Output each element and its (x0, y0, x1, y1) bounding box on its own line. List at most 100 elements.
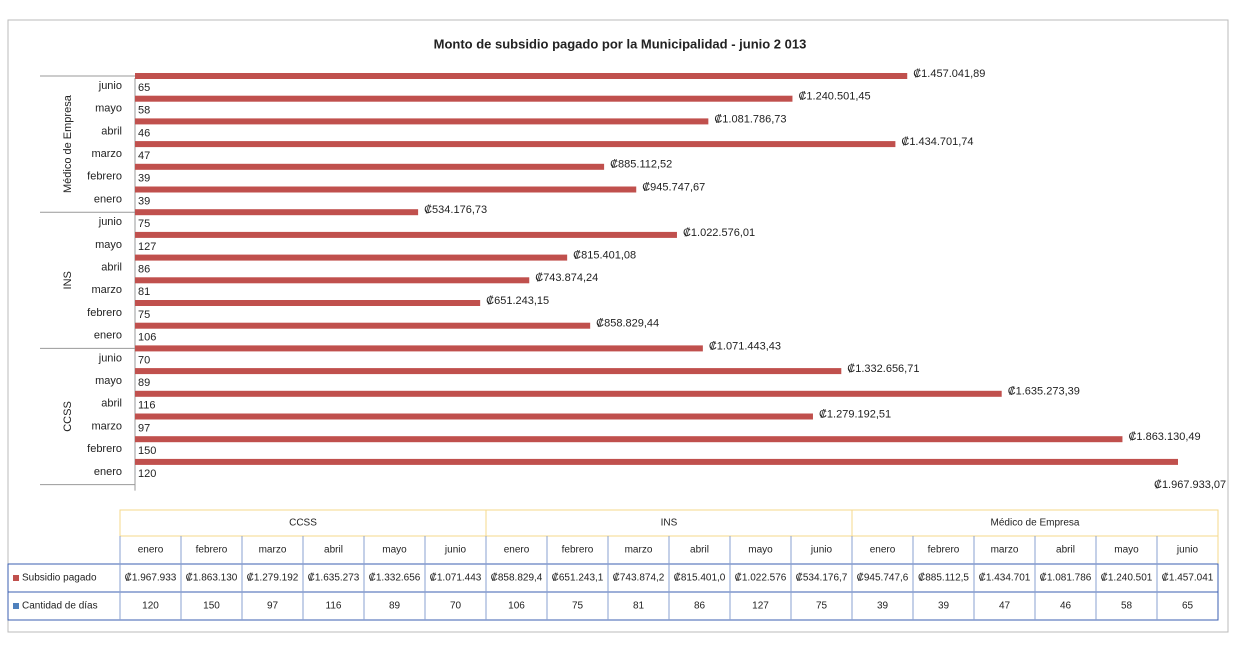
value-label: ₡651.243,15 (486, 295, 549, 307)
value-label: ₡1.332.656,71 (847, 363, 919, 375)
table-cell: ₡815.401,0 (674, 572, 726, 584)
category-label: enero (94, 193, 122, 205)
table-month: febrero (562, 545, 594, 556)
bar (135, 368, 842, 375)
value-label: 65 (138, 82, 150, 94)
category-label: abril (101, 125, 122, 137)
bar (135, 458, 1178, 465)
table-cell: ₡1.279.192 (247, 572, 299, 584)
category-label: enero (94, 330, 122, 342)
bar (135, 95, 793, 102)
table-cell: ₡1.967.933 (125, 572, 177, 584)
table-cell: 46 (1060, 601, 1072, 612)
table-cell: 97 (267, 601, 279, 612)
table-cell: ₡858.829,4 (491, 572, 543, 584)
value-label: ₡1.863.130,49 (1128, 431, 1200, 443)
table-month: febrero (928, 545, 960, 556)
table-group: INS (661, 518, 678, 529)
table-cell: 70 (450, 601, 462, 612)
table-cell: ₡743.874,2 (613, 572, 665, 584)
bar (135, 141, 896, 148)
table-cell: 150 (203, 601, 220, 612)
bar (135, 118, 709, 125)
table-cell: ₡1.635.273 (308, 572, 360, 584)
bar (135, 73, 908, 79)
table-cell: 89 (389, 601, 401, 612)
table-month: mayo (748, 545, 773, 556)
legend-key (13, 603, 19, 609)
table-cell: ₡651.243,1 (552, 572, 604, 584)
table-cell: ₡1.071.443 (430, 572, 482, 584)
table-cell: ₡1.434.701 (979, 572, 1031, 584)
table-cell: 116 (326, 601, 342, 612)
group-label: Médico de Empresa (62, 94, 74, 193)
value-label: ₡858.829,44 (596, 318, 659, 330)
table-group: CCSS (289, 518, 317, 529)
category-label: mayo (95, 103, 122, 115)
category-label: marzo (91, 148, 122, 160)
table-month: enero (138, 545, 164, 556)
value-label: ₡1.022.576,01 (683, 227, 755, 239)
table-month: marzo (259, 545, 287, 556)
bar (135, 390, 1002, 397)
table-cell: 65 (1182, 601, 1194, 612)
table-month: enero (870, 545, 896, 556)
legend-label: Subsidio pagado (22, 573, 97, 584)
category-label: enero (94, 466, 122, 478)
table-cell: 75 (572, 601, 584, 612)
group-label: CCSS (62, 401, 74, 432)
value-label: 81 (138, 286, 150, 298)
category-label: junio (98, 216, 122, 228)
table-cell: 86 (694, 601, 706, 612)
value-label: 75 (138, 218, 150, 230)
value-label: ₡1.071.443,43 (709, 340, 781, 352)
legend-label: Cantidad de días (22, 601, 98, 612)
table-month: marzo (625, 545, 653, 556)
table-cell: 120 (142, 601, 159, 612)
value-label: 39 (138, 173, 150, 185)
value-label: ₡1.635.273,39 (1008, 386, 1080, 398)
bar (135, 413, 813, 420)
category-label: febrero (87, 307, 122, 319)
table-cell: 47 (999, 601, 1011, 612)
table-month: junio (1176, 545, 1199, 556)
category-label: junio (98, 352, 122, 364)
value-label: ₡1.240.501,45 (798, 91, 870, 103)
table-cell: 106 (508, 601, 525, 612)
category-label: abril (101, 262, 122, 274)
value-label: ₡743.874,24 (535, 272, 598, 284)
value-label: 116 (138, 400, 156, 412)
value-label: ₡885.112,52 (610, 159, 672, 171)
category-label: marzo (91, 284, 122, 296)
value-label: 47 (138, 150, 150, 162)
bar (135, 345, 703, 352)
table-cell: 39 (877, 601, 889, 612)
table-month: mayo (382, 545, 407, 556)
category-label: mayo (95, 239, 122, 251)
table-cell: ₡945.747,6 (857, 572, 909, 584)
table-month: abril (690, 545, 709, 556)
value-label: ₡1.081.786,73 (714, 113, 786, 125)
bar (135, 436, 1123, 443)
table-cell: ₡534.176,7 (796, 572, 848, 584)
value-label: ₡1.434.701,74 (901, 136, 973, 148)
value-label: 70 (138, 354, 150, 366)
table-month: enero (504, 545, 530, 556)
chart-title: Monto de subsidio pagado por la Municipa… (434, 36, 807, 51)
value-label: ₡815.401,08 (573, 250, 636, 262)
bar (135, 163, 605, 170)
table-month: junio (810, 545, 833, 556)
table-cell: 39 (938, 601, 950, 612)
bar (135, 300, 481, 306)
category-label: abril (101, 398, 122, 410)
value-label: 39 (138, 195, 150, 207)
table-cell: ₡1.081.786 (1040, 572, 1092, 584)
value-label: ₡1.457.041,89 (913, 68, 985, 80)
category-label: junio (98, 80, 122, 92)
chart-frame (7, 19, 1229, 633)
table-month: abril (324, 545, 343, 556)
bar (135, 231, 677, 238)
bar (135, 322, 591, 329)
bar (135, 186, 637, 193)
